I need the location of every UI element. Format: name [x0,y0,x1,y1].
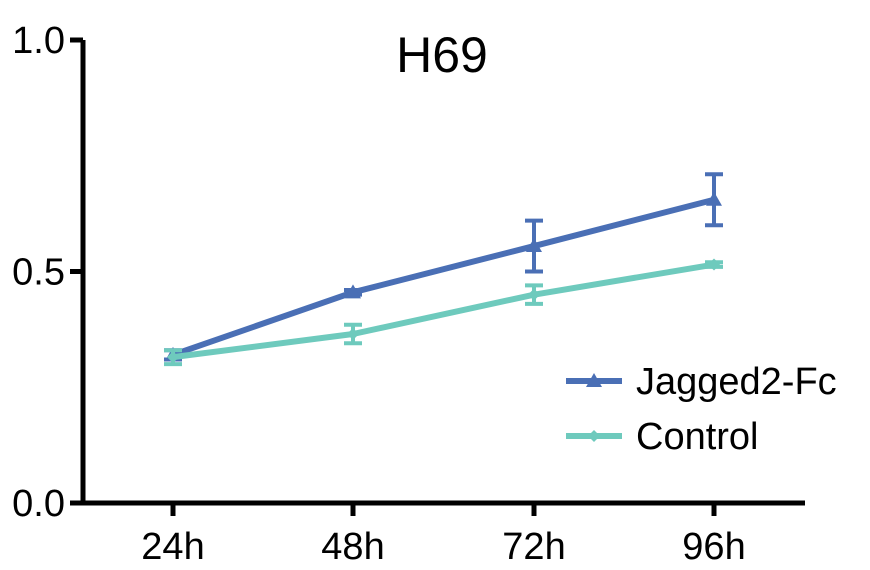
legend-label: Jagged2-Fc [636,361,837,403]
legend-item-control: Control [566,416,759,458]
y-tick-label: 0.0 [12,483,65,525]
legend-marker [588,430,600,442]
x-tick-label: 48h [321,526,384,568]
legend: Jagged2-Fc Control [566,361,837,458]
series-jagged2-fc [164,172,723,362]
data-point [345,284,361,299]
data-point [706,191,722,206]
x-tick-label: 24h [141,526,204,568]
y-tick-label: 1.0 [12,20,65,62]
y-tick-label: 0.5 [12,252,65,294]
axes: 0.0 0.5 1.0 24h 48h 72h 96h [12,20,805,568]
data-point [347,328,359,341]
x-tick-label: 72h [502,526,565,568]
legend-label: Control [636,416,759,458]
data-point [167,351,179,364]
series-control [164,258,723,367]
series-line [172,196,715,358]
x-tick-label: 96h [682,526,745,568]
series-line [172,261,715,361]
legend-marker [586,373,602,387]
data-point [528,288,540,301]
chart-title: H69 [396,27,488,83]
data-point [526,238,542,253]
series-layer [164,172,723,367]
data-point [708,258,720,271]
legend-item-jagged2-fc: Jagged2-Fc [566,361,837,403]
